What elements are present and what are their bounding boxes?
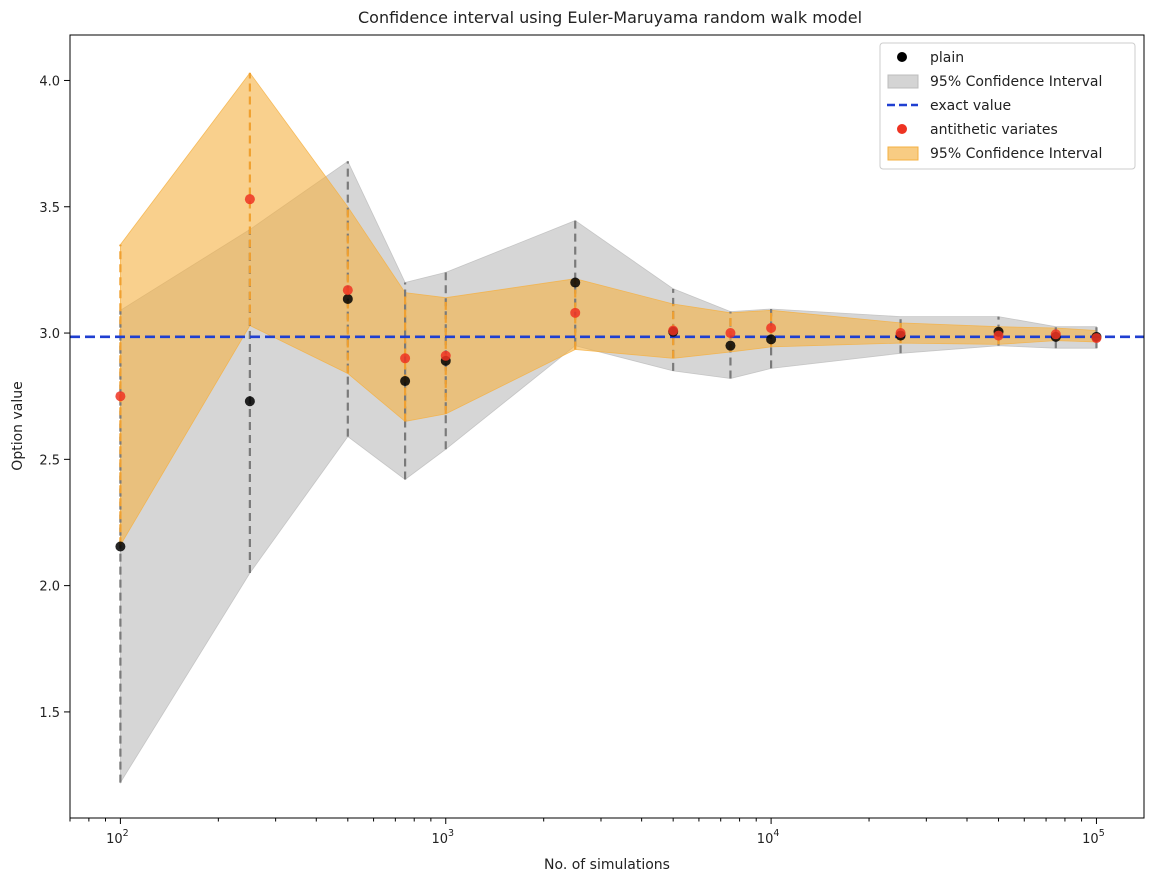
legend-marker <box>897 124 907 134</box>
data-point-antithetic <box>115 391 126 402</box>
y-tick-label: 1.5 <box>39 706 60 721</box>
data-point-plain <box>244 396 255 407</box>
x-axis: 102 103 104 105 <box>69 818 1105 847</box>
legend-patch <box>887 146 919 161</box>
y-tick-label: 2.5 <box>39 453 60 468</box>
y-tick-label: 2.0 <box>39 580 60 595</box>
data-point-plain <box>725 340 736 351</box>
y-tick-label: 3.5 <box>39 201 60 216</box>
legend-label: 95% Confidence Interval <box>930 146 1102 162</box>
legend-label: exact value <box>930 98 1011 114</box>
x-tick-label: 105 <box>1082 828 1105 847</box>
legend-label: 95% Confidence Interval <box>930 74 1102 90</box>
data-point-antithetic <box>725 328 736 339</box>
data-point-antithetic <box>1050 329 1061 340</box>
y-tick-label: 3.0 <box>39 327 60 342</box>
legend-patch <box>887 74 919 89</box>
y-axis-label: Option value <box>10 381 26 470</box>
data-point-antithetic <box>895 328 906 339</box>
data-point-antithetic <box>993 330 1004 341</box>
data-point-antithetic <box>342 285 353 296</box>
data-point-plain <box>766 334 777 345</box>
data-point-plain <box>342 293 353 304</box>
plot-area <box>70 72 1144 785</box>
legend: plain 95% Confidence Interval exact value a… <box>879 42 1136 170</box>
y-axis: 1.5 2.0 2.5 3.0 3.5 4.0 <box>39 74 70 721</box>
data-point-plain <box>115 541 126 552</box>
data-point-antithetic <box>570 307 581 318</box>
legend-marker <box>897 52 907 62</box>
legend-label: plain <box>930 50 964 66</box>
x-tick-label: 103 <box>431 828 454 847</box>
data-point-antithetic <box>766 322 777 333</box>
legend-label: antithetic variates <box>930 122 1058 138</box>
data-point-antithetic <box>668 325 679 336</box>
data-point-antithetic <box>440 350 451 361</box>
x-axis-label: No. of simulations <box>544 857 670 873</box>
data-point-antithetic <box>244 194 255 205</box>
axes-frame <box>69 34 1145 819</box>
data-point-antithetic <box>1091 333 1102 344</box>
x-tick-label: 104 <box>757 828 780 847</box>
chart-title: Confidence interval using Euler-Maruyama… <box>358 8 862 27</box>
data-point-plain <box>400 376 411 387</box>
legend-box <box>879 42 1136 170</box>
data-point-antithetic <box>400 353 411 364</box>
data-point-plain <box>570 277 581 288</box>
y-tick-label: 4.0 <box>39 74 60 89</box>
x-tick-label: 102 <box>106 828 129 847</box>
